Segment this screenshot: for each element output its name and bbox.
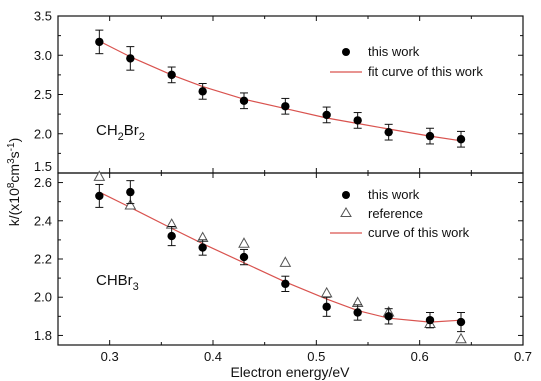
data-point-top-2 — [167, 70, 176, 80]
bottom-panel-axes: 1.8 2.0 2.2 2.4 2.6 — [34, 170, 524, 345]
x-axis: 0.3 0.4 0.5 0.6 0.7 — [101, 349, 532, 364]
legend-marker-this-work-bottom — [342, 191, 350, 199]
data-point-bottom-9 — [425, 315, 435, 325]
data-point-bottom-8 — [384, 312, 393, 321]
data-point-top-9 — [425, 131, 435, 141]
legend-label-fit-curve: fit curve of this work — [368, 64, 483, 79]
x-tick-label-2: 0.5 — [307, 349, 325, 364]
data-point-top-1 — [126, 54, 135, 63]
legend-marker-reference — [340, 207, 352, 217]
reference-point-bottom-10 — [455, 332, 467, 344]
reference-point-bottom-5 — [279, 256, 292, 267]
data-point-bottom-2 — [167, 231, 176, 241]
data-point-bottom-6 — [322, 302, 331, 311]
x-tick-label-1: 0.4 — [204, 349, 222, 364]
legend-label-this-work-top: this work — [368, 44, 420, 59]
y-tick-label-top-2: 2.5 — [34, 87, 52, 102]
y-tick-label-top-4: 3.5 — [34, 9, 52, 24]
reference-point-bottom-0 — [93, 170, 106, 181]
legend-label-reference: reference — [368, 206, 423, 221]
reference-point-bottom-6 — [320, 286, 333, 298]
data-point-bottom-5 — [281, 279, 290, 289]
legend-bottom: this work reference curve of this work — [330, 187, 470, 240]
x-tick-label-3: 0.6 — [411, 349, 429, 364]
data-point-top-4 — [239, 96, 249, 105]
panel-label-bottom: CHBr3 — [96, 272, 139, 293]
data-point-bottom-7 — [353, 308, 362, 317]
y-tick-label-top-1: 2.0 — [34, 126, 52, 141]
y-axis-title: k/(x108cm3s-1) — [6, 138, 22, 227]
data-point-top-0 — [95, 37, 104, 47]
y-tick-label-bottom-2: 2.2 — [34, 252, 52, 267]
top-panel-frame — [57, 15, 524, 174]
y-tick-label-top-3: 3.0 — [34, 48, 52, 63]
data-point-top-7 — [353, 116, 362, 125]
y-tick-label-bottom-4: 2.6 — [34, 175, 52, 190]
legend-label-curve: curve of this work — [368, 225, 470, 240]
reference-point-bottom-4 — [238, 237, 250, 248]
data-point-bottom-3 — [198, 243, 207, 252]
x-tick-label-4: 0.7 — [514, 349, 532, 364]
data-point-bottom-1 — [126, 187, 135, 197]
data-point-bottom-4 — [239, 252, 249, 262]
x-axis-title: Electron energy/eV — [230, 364, 350, 380]
legend-label-this-work-bottom: this work — [368, 187, 420, 202]
y-tick-label-bottom-3: 2.4 — [34, 213, 52, 228]
data-point-top-8 — [384, 127, 393, 137]
panel-label-top: CH2Br2 — [96, 122, 145, 143]
data-point-bottom-10 — [456, 317, 466, 327]
reference-point-bottom-1 — [124, 198, 137, 210]
data-point-top-5 — [281, 102, 290, 111]
legend-marker-this-work-top — [342, 48, 350, 56]
data-point-bottom-0 — [95, 191, 104, 201]
top-panel-axes: 1.5 2.0 2.5 3.0 3.5 — [34, 9, 524, 174]
y-tick-label-bottom-0: 1.8 — [34, 328, 52, 343]
bottom-panel-frame — [57, 172, 524, 346]
data-point-top-3 — [198, 87, 207, 96]
data-point-top-10 — [456, 135, 466, 144]
x-tick-label-0: 0.3 — [101, 349, 119, 364]
legend-top: this work fit curve of this work — [330, 44, 483, 79]
y-tick-label-top-0: 1.5 — [34, 159, 52, 174]
data-point-top-6 — [322, 110, 331, 120]
y-tick-label-bottom-1: 2.0 — [34, 290, 52, 305]
